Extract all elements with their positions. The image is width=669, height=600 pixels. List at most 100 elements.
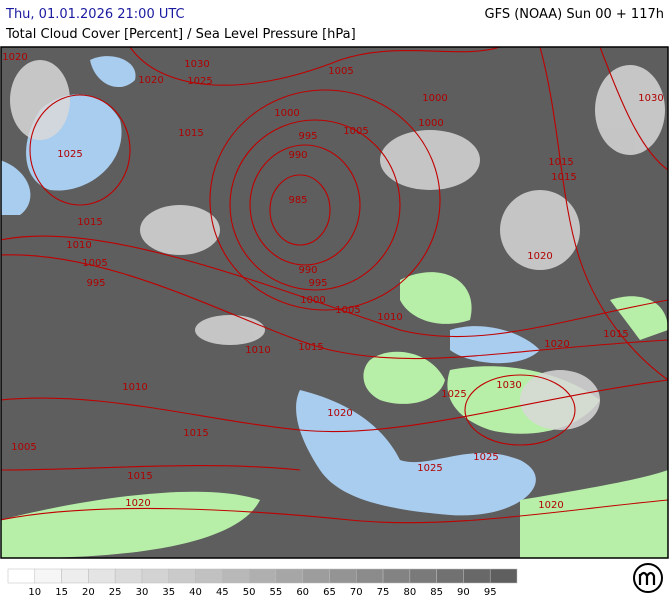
isobar-label: 1025 [441,389,466,400]
legend-label: 15 [55,587,68,598]
isobar-label: 1015 [183,428,208,439]
isobar-label: 1010 [122,382,147,393]
legend-label: 70 [350,587,363,598]
isobar-label: 1005 [328,66,353,77]
cloud-area [595,65,665,155]
isobar-label: 990 [288,150,307,161]
legend-label: 50 [243,587,256,598]
isobar-label: 1000 [418,118,443,129]
isobar-label: 1015 [77,217,102,228]
legend-swatch [275,568,303,584]
legend-label: 80 [403,587,416,598]
isobar-label: 1020 [125,498,150,509]
isobar-label: 1020 [544,339,569,350]
land [363,351,445,404]
legend-label: 45 [216,587,229,598]
land [1,491,260,558]
legend-label: 75 [377,587,390,598]
isobar-label: 1015 [548,157,573,168]
isobar-label: 1020 [327,408,352,419]
map-title: Total Cloud Cover [Percent] / Sea Level … [5,27,356,42]
legend-label: 10 [28,587,41,598]
isobar-label: 995 [298,131,317,142]
legend-swatch [114,568,143,584]
sea [90,56,136,88]
legend-swatch [489,568,518,584]
legend-swatch [463,568,491,584]
legend-swatch [34,568,62,584]
isobar-label: 1030 [496,380,521,391]
legend-swatch [141,568,169,584]
cloud-area [380,130,480,190]
isobar-label: 1020 [2,52,27,63]
legend-swatch [329,568,357,584]
land [520,470,668,558]
isobar-label: 995 [86,278,105,289]
legend-label: 40 [189,587,202,598]
legend-label: 20 [82,587,95,598]
legend-label: 55 [270,587,283,598]
legend-label: 95 [484,587,497,598]
isobar-label: 1020 [527,251,552,262]
legend-swatch [356,568,384,584]
legend-swatch [195,568,223,584]
model-run: GFS (NOAA) Sun 00 + 117h [485,7,664,22]
legend-swatch [409,568,437,584]
isobar-label: 1015 [551,172,576,183]
isobar-label: 1025 [473,452,498,463]
cloud-area [500,190,580,270]
isobar-label: 1005 [82,258,107,269]
legend-swatch [382,568,411,584]
legend-label: 25 [109,587,122,598]
legend-swatch [302,568,330,584]
legend-label: 65 [323,587,336,598]
legend-swatch [7,568,36,584]
isobar-label: 1020 [138,75,163,86]
legend-label: 85 [430,587,443,598]
land [610,296,668,340]
isobars [1,47,668,524]
legend-swatch [61,568,89,584]
isobar-label: 1005 [343,126,368,137]
isobar-label: 1030 [638,93,663,104]
isobar-label: 1000 [300,295,325,306]
isobar-label: 1010 [377,312,402,323]
map: 1020 1030 1020 1025 1005 1030 1000 1000 1015 1005… [0,46,669,559]
map-frame [0,46,669,559]
legend: 10 15 20 25 30 35 40 45 50 55 60 65 70 75 80 85 90 95 [7,568,518,598]
land [400,272,472,324]
legend-label: 30 [136,587,149,598]
isobar-label: 1025 [57,149,82,160]
legend-swatch [168,568,196,584]
sea [450,326,540,364]
isobar-label: 1015 [127,471,152,482]
legend-swatch [248,568,277,584]
sea [1,160,31,215]
legend-swatch [222,568,250,584]
legend-swatch [436,568,464,584]
isobar-label: 1010 [66,240,91,251]
isobar-label: 1005 [11,442,36,453]
isobar-label: 1025 [417,463,442,474]
legend-label: 35 [162,587,175,598]
cloud-area [195,315,265,345]
isobar-label: 1000 [422,93,447,104]
cloud-area [140,205,220,255]
cloud-area [10,60,70,140]
logo [633,563,663,593]
isobar-label: 1015 [178,128,203,139]
isobar-label: 1005 [335,305,360,316]
legend-swatch [88,568,116,584]
cloud-area [520,370,600,430]
isobar-label: 985 [288,195,307,206]
isobar-label: 1025 [187,76,212,87]
isobar-label: 1015 [298,342,323,353]
legend-label: 90 [457,587,470,598]
isobar-label: 1010 [245,345,270,356]
isobar-label: 995 [308,278,327,289]
isobar-label: 1000 [274,108,299,119]
legend-label: 60 [296,587,309,598]
isobar-label: 990 [298,265,317,276]
sea [296,390,536,516]
